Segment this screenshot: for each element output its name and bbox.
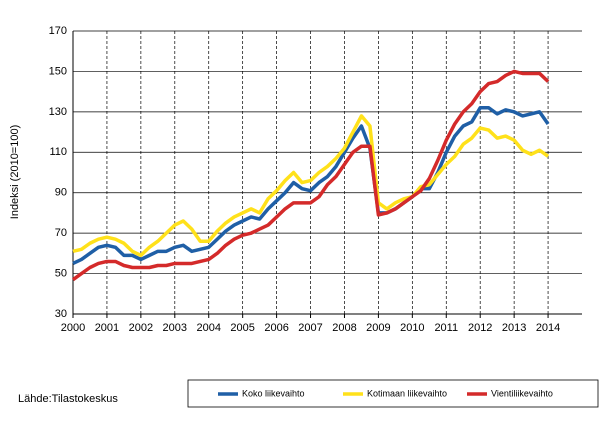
x-tick-label: 2012 — [468, 322, 492, 334]
y-axis-title: Indeksi (2010=100) — [9, 125, 21, 219]
x-tick-label: 2011 — [434, 322, 458, 334]
y-tick-label: 30 — [55, 308, 67, 320]
legend-box — [187, 379, 599, 408]
legend-label: Koko liikevaihto — [242, 388, 305, 398]
x-tick-label: 2005 — [230, 322, 254, 334]
legend-label: Kotimaan liikevaihto — [367, 388, 447, 398]
y-tick-label: 70 — [55, 227, 67, 239]
x-tick-label: 2001 — [95, 322, 119, 334]
x-tick-label: 2008 — [332, 322, 356, 334]
legend-label: Vientiliikevaihto — [491, 388, 553, 398]
x-tick-label: 2003 — [163, 322, 187, 334]
y-tick-label: 50 — [55, 267, 67, 279]
y-tick-label: 150 — [49, 65, 67, 77]
x-tick-label: 2007 — [298, 322, 322, 334]
x-tick-label: 2013 — [502, 322, 526, 334]
y-tick-label: 110 — [49, 146, 67, 158]
y-tick-label: 90 — [55, 187, 67, 199]
data-line — [72, 106, 550, 266]
y-tick-label: 130 — [49, 106, 67, 118]
source: Lähde:Tilastokeskus — [18, 393, 118, 405]
x-tick-label: 2010 — [400, 322, 424, 334]
x-tick-label: 2014 — [536, 322, 560, 334]
data-line — [71, 69, 550, 282]
x-tick-label: 2009 — [366, 322, 390, 334]
x-tick-label: 2004 — [196, 322, 220, 334]
y-tick-label: 170 — [49, 25, 67, 37]
x-tick-label: 2000 — [61, 322, 85, 334]
x-tick-label: 2006 — [264, 322, 288, 334]
data-line — [72, 114, 550, 258]
x-tick-label: 2002 — [129, 322, 153, 334]
